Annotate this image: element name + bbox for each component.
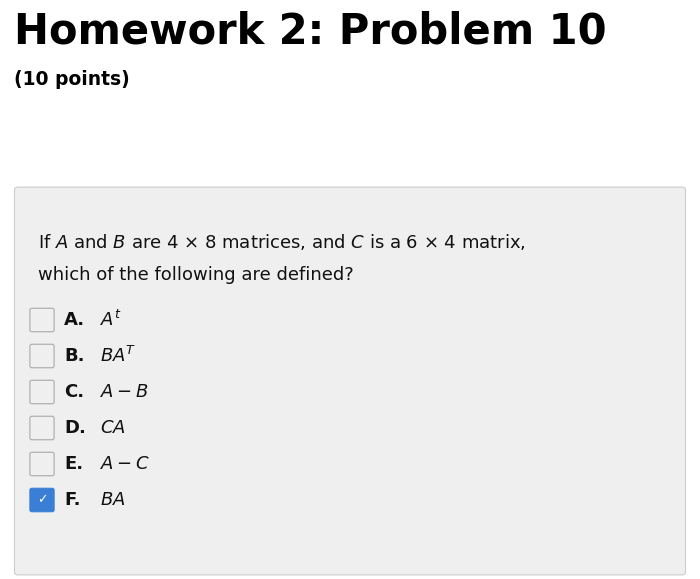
Text: (10 points): (10 points) bbox=[14, 70, 130, 89]
FancyBboxPatch shape bbox=[30, 380, 54, 404]
Text: $\mathit{A} - \mathit{C}$: $\mathit{A} - \mathit{C}$ bbox=[100, 455, 150, 473]
Text: D.: D. bbox=[64, 419, 86, 437]
FancyBboxPatch shape bbox=[30, 345, 54, 368]
Text: $\mathit{A}^t$: $\mathit{A}^t$ bbox=[100, 310, 122, 330]
Text: $\mathit{A} - \mathit{B}$: $\mathit{A} - \mathit{B}$ bbox=[100, 383, 148, 401]
FancyBboxPatch shape bbox=[30, 308, 54, 332]
FancyBboxPatch shape bbox=[30, 452, 54, 476]
Text: F.: F. bbox=[64, 491, 80, 509]
Text: which of the following are defined?: which of the following are defined? bbox=[38, 266, 354, 284]
Text: Homework 2: Problem 10: Homework 2: Problem 10 bbox=[14, 10, 607, 52]
Text: $\mathit{BA}^T$: $\mathit{BA}^T$ bbox=[100, 346, 136, 366]
Text: E.: E. bbox=[64, 455, 83, 473]
Text: If $\mathit{A}$ and $\mathit{B}$ are 4 × 8 matrices, and $\mathit{C}$ is a 6 × 4: If $\mathit{A}$ and $\mathit{B}$ are 4 ×… bbox=[38, 232, 526, 252]
FancyBboxPatch shape bbox=[15, 187, 685, 575]
Text: A.: A. bbox=[64, 311, 85, 329]
FancyBboxPatch shape bbox=[30, 416, 54, 439]
FancyBboxPatch shape bbox=[30, 488, 54, 512]
Text: C.: C. bbox=[64, 383, 84, 401]
Text: B.: B. bbox=[64, 347, 85, 365]
Text: $\mathit{CA}$: $\mathit{CA}$ bbox=[100, 419, 125, 437]
Text: ✓: ✓ bbox=[36, 493, 48, 507]
Text: $\mathit{BA}$: $\mathit{BA}$ bbox=[100, 491, 125, 509]
